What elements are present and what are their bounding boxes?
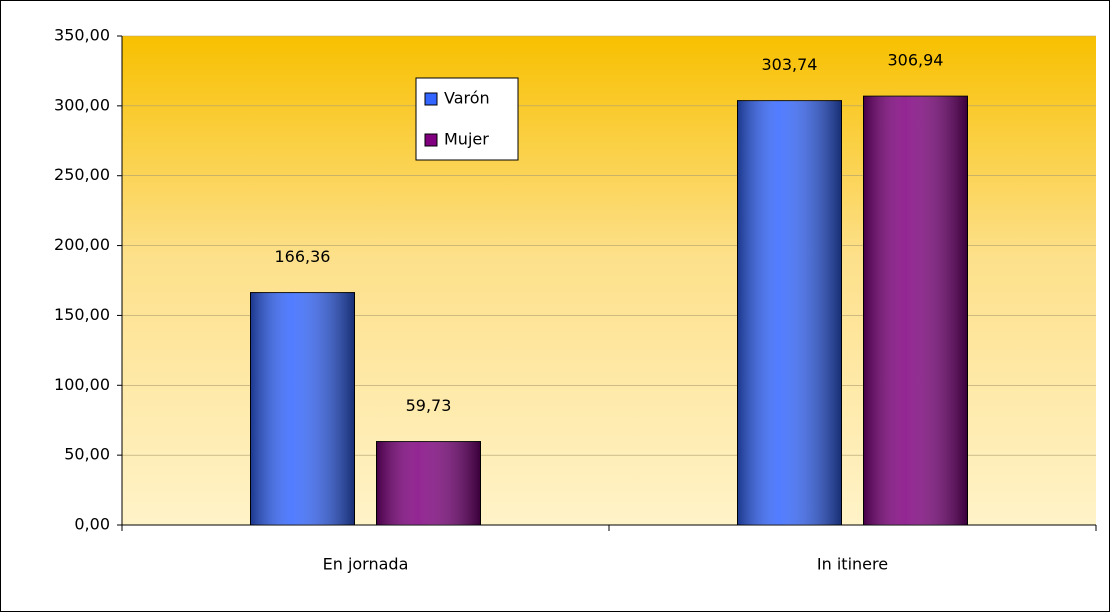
x-tick-label: En jornada — [323, 555, 409, 574]
bar — [737, 100, 842, 526]
value-label: 306,94 — [888, 51, 944, 70]
legend-label: Mujer — [444, 130, 489, 149]
legend-label: Varón — [444, 89, 490, 108]
y-tick-label: 250,00 — [54, 165, 110, 184]
value-label: 59,73 — [406, 396, 452, 415]
y-tick-label: 300,00 — [54, 95, 110, 114]
bar — [376, 441, 481, 526]
bar — [250, 292, 355, 526]
value-label: 166,36 — [275, 247, 331, 266]
y-tick-label: 350,00 — [54, 26, 110, 45]
legend-swatch — [424, 92, 438, 106]
y-tick-label: 150,00 — [54, 305, 110, 324]
y-tick-label: 200,00 — [54, 235, 110, 254]
y-tick-label: 100,00 — [54, 375, 110, 394]
x-tick-label: In itinere — [817, 555, 888, 574]
bar — [863, 95, 968, 526]
y-tick-label: 50,00 — [64, 445, 110, 464]
legend-swatch — [424, 133, 438, 147]
value-label: 303,74 — [762, 55, 818, 74]
y-tick-label: 0,00 — [74, 515, 110, 534]
